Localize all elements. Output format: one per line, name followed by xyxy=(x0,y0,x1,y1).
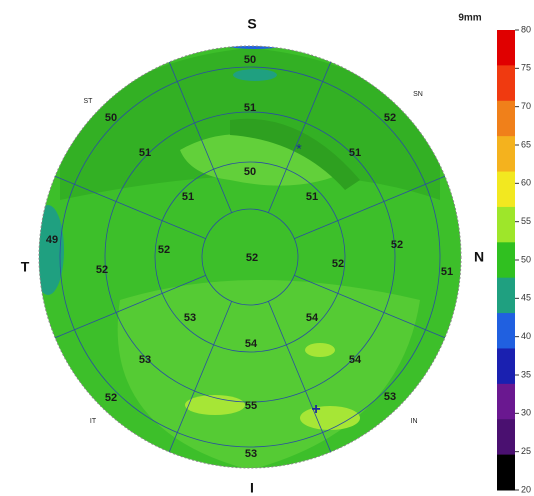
scale-tick-label: 65 xyxy=(521,139,531,149)
sector-value: 50 xyxy=(105,112,117,124)
sector-line xyxy=(54,175,206,240)
sector-value: 52 xyxy=(158,244,170,256)
sector-value: 51 xyxy=(441,266,453,278)
orientation-label: N xyxy=(474,249,484,265)
quadrant-label: IT xyxy=(90,418,97,425)
outer-ring xyxy=(38,45,462,469)
color-scale: 80 75 70 65 60 55 50 45 40 35 30 25 20 xyxy=(497,24,531,494)
scale-swatch xyxy=(497,383,515,420)
sector-value: 50 xyxy=(244,54,256,66)
scale-tick-label: 70 xyxy=(521,101,531,111)
scale-tick-label: 80 xyxy=(521,24,531,34)
sector-value: 51 xyxy=(182,191,194,203)
scale-tick-label: 30 xyxy=(521,408,531,418)
scale-tick-label: 20 xyxy=(521,484,531,494)
sector-value: 53 xyxy=(245,448,257,460)
scale-swatch xyxy=(497,454,515,491)
sector-value: 53 xyxy=(384,391,396,403)
sector-line xyxy=(267,61,332,213)
scale-swatch xyxy=(497,313,515,349)
scale-tick-label: 35 xyxy=(521,369,531,379)
sector-value: 54 xyxy=(245,338,258,350)
sector-value: 50 xyxy=(244,166,256,178)
sector-line xyxy=(168,61,233,213)
scale-swatch xyxy=(497,206,515,243)
map-fill xyxy=(39,46,461,468)
sector-value: 51 xyxy=(349,147,361,159)
scale-tick-label: 45 xyxy=(521,293,531,303)
scale-tick-label: 50 xyxy=(521,254,531,264)
scale-swatch xyxy=(497,100,515,137)
orientation-label: S xyxy=(247,16,256,32)
scale-tick-label: 75 xyxy=(521,63,531,73)
orientation-label: I xyxy=(250,480,254,496)
scale-unit: 9mm xyxy=(458,13,481,24)
scale-swatch xyxy=(497,65,515,102)
quadrant-label: IN xyxy=(411,418,418,425)
sector-value: 52 xyxy=(391,239,403,251)
sector-value: 52 xyxy=(96,264,108,276)
scale-swatch xyxy=(497,348,515,385)
quadrant-label: ST xyxy=(84,98,94,105)
sector-value: 51 xyxy=(139,147,151,159)
marker: * xyxy=(296,141,302,157)
sector-line xyxy=(168,301,233,453)
scale-tick-label: 25 xyxy=(521,446,531,456)
scale-swatch xyxy=(497,171,515,208)
orientation-label: T xyxy=(21,259,30,275)
sector-value: 52 xyxy=(384,112,396,124)
sector-value: 53 xyxy=(139,354,151,366)
sector-grid xyxy=(54,61,446,453)
scale-swatch xyxy=(497,277,515,314)
sector-value: 54 xyxy=(306,312,319,324)
sector-value: 52 xyxy=(105,392,117,404)
sector-value: 51 xyxy=(306,191,318,203)
scale-swatch xyxy=(497,30,515,66)
sector-value: 52 xyxy=(246,252,258,264)
sector-line xyxy=(294,274,446,339)
sector-value: 52 xyxy=(332,258,344,270)
scale-swatch xyxy=(497,242,515,279)
sector-value: 54 xyxy=(349,354,362,366)
marker: + xyxy=(311,401,320,418)
sector-value: 53 xyxy=(184,312,196,324)
scale-tick-label: 55 xyxy=(521,216,531,226)
scale-tick-label: 60 xyxy=(521,178,531,188)
sector-value: 49 xyxy=(46,234,58,246)
scale-swatch xyxy=(497,136,515,173)
quadrant-label: SN xyxy=(413,91,423,98)
sector-line xyxy=(294,175,446,240)
sector-line xyxy=(267,301,332,453)
sector-value: 55 xyxy=(245,400,257,412)
scale-tick-label: 40 xyxy=(521,331,531,341)
sector-value: 51 xyxy=(244,102,256,114)
sector-line xyxy=(54,274,206,339)
scale-swatch xyxy=(497,419,515,456)
